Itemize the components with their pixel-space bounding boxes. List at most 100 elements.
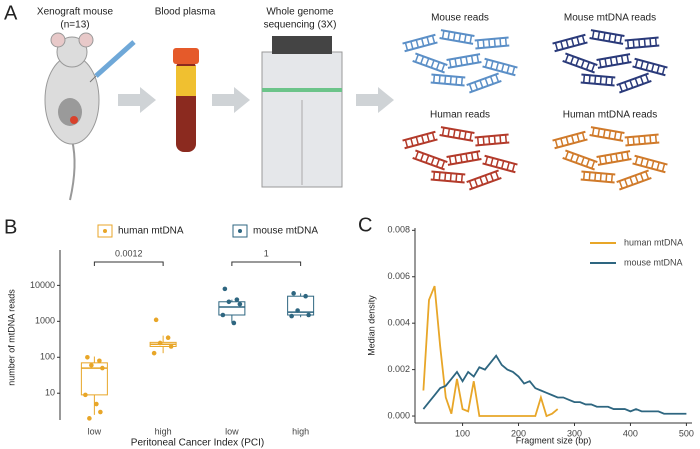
dna-rung: [448, 59, 452, 68]
dna-rung: [640, 60, 644, 69]
dna-rail: [624, 133, 659, 139]
legend-label: human mtDNA: [118, 226, 184, 237]
dna-rung: [554, 139, 559, 148]
dna-rung: [438, 75, 441, 84]
line: [422, 285, 559, 418]
dna-rung: [506, 65, 510, 74]
dna-rail: [415, 149, 448, 163]
dna-rung: [619, 35, 623, 44]
dna-rung: [430, 156, 435, 165]
dna-rung: [624, 81, 629, 90]
dna-read: [580, 170, 616, 184]
dna-rung: [482, 136, 485, 145]
y-axis-label: number of mtDNA reads: [6, 289, 16, 386]
dna-rung: [619, 132, 623, 141]
dna-rail: [431, 73, 466, 79]
dna-rung: [604, 58, 608, 67]
dna-read: [412, 52, 448, 74]
dna-rung: [554, 42, 559, 51]
dna-rung: [575, 58, 580, 67]
legend-box: [232, 224, 248, 238]
dna-rail: [632, 162, 666, 174]
dna-read: [580, 73, 616, 87]
dna-rung: [638, 136, 641, 145]
dna-rung: [570, 153, 575, 162]
dna-read: [624, 36, 660, 50]
dna-rail: [440, 29, 475, 37]
y-tick-label: 10000: [30, 280, 55, 290]
point: [168, 344, 174, 349]
dna-rung: [643, 135, 646, 144]
dna-rung: [643, 38, 646, 47]
dna-rung: [420, 38, 425, 47]
dna-rung: [420, 56, 425, 65]
dna-rung: [613, 131, 617, 140]
dna-rail: [590, 29, 625, 37]
dna-rail: [562, 60, 595, 74]
x-tick-label: high: [292, 426, 309, 436]
dna-read: [552, 130, 588, 150]
point: [83, 392, 88, 398]
dna-rung: [599, 76, 602, 85]
dna-rung: [626, 54, 630, 63]
x-axis-label: Peritoneal Cancer Index (PCI): [131, 438, 264, 449]
dna-rail: [484, 154, 518, 166]
x-axis-label: Fragment size (bp): [516, 435, 592, 445]
dna-rung: [500, 160, 505, 169]
dna-rung: [649, 135, 652, 144]
dna-rung: [582, 171, 586, 180]
dna-rung: [576, 36, 580, 45]
dna-rung: [626, 40, 630, 49]
x-tick-label: 400: [623, 428, 638, 438]
dna-rung: [661, 66, 666, 75]
dna-rung: [404, 139, 409, 148]
dna-rung: [493, 135, 496, 144]
dna-rung: [482, 39, 485, 48]
reads-label: Mouse mtDNA reads: [564, 13, 656, 24]
point: [157, 340, 163, 346]
dna-rung: [435, 61, 440, 70]
dna-rail: [469, 80, 502, 94]
dna-rail: [552, 130, 586, 142]
point: [231, 320, 237, 326]
reads-label: Mouse reads: [431, 13, 489, 24]
dna-rung: [626, 137, 630, 146]
dna-rung: [410, 41, 414, 50]
dna-rail: [552, 33, 586, 45]
dna-rail: [596, 150, 631, 158]
dna-rung: [591, 63, 596, 72]
dna-read: [482, 154, 518, 174]
significance-bracket: [93, 261, 164, 266]
point: [100, 365, 105, 371]
dna-rung: [570, 38, 575, 47]
dna-rung: [608, 33, 612, 42]
dna-rail: [554, 138, 588, 150]
dna-rung: [576, 133, 580, 142]
dna-rung: [602, 32, 606, 41]
dna-rung: [470, 55, 474, 64]
point: [289, 313, 294, 319]
sequencer-screen: [272, 36, 332, 54]
dna-read: [430, 73, 466, 87]
dna-rung: [580, 156, 585, 165]
dna-rail: [482, 65, 516, 77]
dna-rung: [459, 154, 463, 163]
mouse-ear: [78, 32, 94, 48]
dna-rung: [426, 36, 430, 45]
dna-rung: [479, 79, 484, 88]
dna-rung: [463, 131, 467, 140]
dna-rung: [447, 31, 451, 40]
dna-rung: [610, 77, 614, 86]
point: [165, 335, 171, 341]
point: [98, 409, 103, 415]
dna-read: [482, 57, 518, 77]
dna-rung: [484, 59, 489, 68]
tube-cap: [173, 48, 199, 64]
reads-label: Human mtDNA reads: [563, 110, 657, 121]
dna-rung: [495, 171, 500, 180]
dna-rung: [638, 39, 641, 48]
dna-rung: [504, 134, 508, 143]
dna-rung: [626, 151, 630, 160]
dna-rung: [468, 180, 473, 189]
dna-rung: [415, 39, 420, 48]
